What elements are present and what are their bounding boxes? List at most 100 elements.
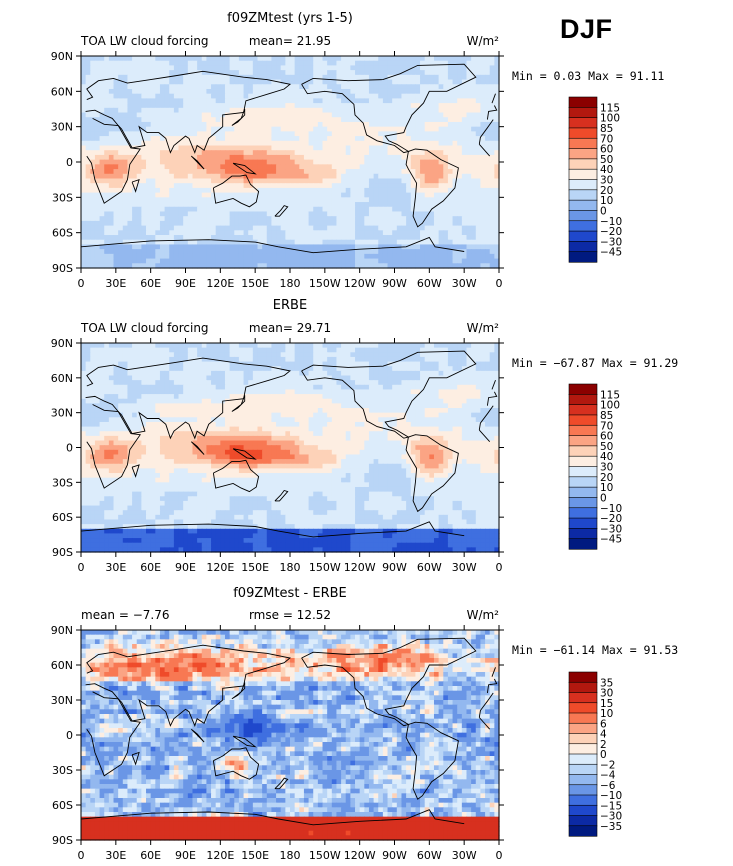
field-cell bbox=[475, 225, 482, 231]
field-cell bbox=[359, 88, 365, 95]
field-cell bbox=[382, 79, 389, 85]
field-cell bbox=[443, 263, 449, 269]
field-cell bbox=[433, 370, 440, 377]
field-cell bbox=[336, 187, 342, 194]
legend-box bbox=[568, 137, 598, 150]
field-cell bbox=[206, 84, 212, 90]
field-cell bbox=[299, 112, 305, 118]
field-cell bbox=[466, 258, 472, 264]
field-cell bbox=[169, 361, 175, 367]
field-cell bbox=[471, 211, 477, 217]
field-cell bbox=[127, 159, 133, 165]
field-cell bbox=[238, 136, 245, 142]
field-cell bbox=[308, 366, 314, 372]
field-cell bbox=[173, 206, 180, 213]
field-cell bbox=[443, 107, 449, 114]
field-cell bbox=[424, 216, 430, 222]
field-cell bbox=[364, 65, 370, 71]
field-cell bbox=[401, 230, 407, 236]
field-cell bbox=[303, 60, 310, 67]
field-cell bbox=[294, 88, 300, 95]
field-cell bbox=[183, 84, 189, 90]
field-cell bbox=[303, 121, 310, 128]
field-cell bbox=[94, 60, 101, 67]
field-cell bbox=[215, 131, 221, 137]
field-cell bbox=[345, 235, 351, 241]
field-cell bbox=[127, 74, 133, 81]
field-cell bbox=[480, 347, 486, 353]
field-cell bbox=[113, 216, 119, 222]
field-cell bbox=[392, 380, 398, 386]
field-cell bbox=[183, 230, 189, 236]
field-cell bbox=[382, 347, 389, 353]
field-cell bbox=[355, 112, 361, 118]
field-cell bbox=[368, 197, 375, 203]
field-cell bbox=[104, 112, 110, 118]
field-cell bbox=[457, 79, 463, 85]
field-cell bbox=[480, 356, 486, 363]
field-cell bbox=[475, 211, 482, 217]
field-cell bbox=[392, 136, 398, 142]
legend-label: 50 bbox=[600, 154, 613, 166]
field-cell bbox=[280, 230, 286, 236]
field-cell bbox=[308, 107, 314, 114]
field-cell bbox=[355, 361, 361, 367]
field-cell bbox=[480, 169, 486, 175]
field-cell bbox=[447, 235, 454, 241]
field-cell bbox=[206, 244, 212, 250]
field-cell bbox=[183, 150, 189, 156]
field-cell bbox=[438, 370, 444, 377]
field-cell bbox=[443, 352, 449, 358]
field-cell bbox=[234, 93, 240, 99]
field-cell bbox=[373, 121, 379, 128]
field-cell bbox=[308, 79, 314, 85]
field-cell bbox=[90, 230, 96, 236]
field-cell bbox=[234, 216, 240, 222]
field-cell bbox=[132, 117, 138, 123]
field-cell bbox=[471, 356, 477, 363]
field-cell bbox=[178, 126, 184, 132]
field-cell bbox=[215, 93, 221, 99]
field-cell bbox=[480, 126, 486, 132]
field-cell bbox=[150, 136, 156, 142]
field-cell bbox=[234, 70, 240, 76]
field-cell bbox=[146, 131, 152, 137]
field-cell bbox=[387, 56, 393, 62]
field-cell bbox=[378, 258, 384, 264]
field-cell bbox=[206, 216, 212, 222]
field-cell bbox=[136, 225, 142, 231]
field-cell bbox=[178, 136, 184, 142]
field-cell bbox=[146, 187, 152, 194]
field-cell bbox=[136, 366, 142, 372]
field-cell bbox=[336, 244, 342, 250]
field-cell bbox=[252, 79, 259, 85]
field-cell bbox=[266, 121, 273, 128]
field-cell bbox=[350, 88, 356, 95]
field-cell bbox=[475, 98, 482, 104]
field-cell bbox=[155, 239, 161, 246]
field-cell bbox=[234, 380, 240, 386]
field-cell bbox=[420, 343, 426, 349]
field-cell bbox=[480, 343, 486, 349]
field-cell bbox=[410, 225, 416, 231]
field-cell bbox=[159, 216, 166, 222]
field-cell bbox=[99, 197, 105, 203]
field-cell bbox=[94, 244, 101, 250]
field-cell bbox=[466, 202, 472, 208]
field-cell bbox=[271, 375, 277, 381]
field-cell bbox=[299, 84, 305, 90]
field-cell bbox=[424, 197, 430, 203]
field-cell bbox=[466, 361, 472, 367]
field-cell bbox=[192, 249, 198, 255]
field-cell bbox=[313, 88, 319, 95]
field-cell bbox=[457, 197, 463, 203]
field-cell bbox=[410, 140, 416, 147]
field-cell bbox=[489, 216, 495, 222]
field-cell bbox=[215, 56, 221, 62]
field-cell bbox=[94, 74, 101, 81]
field-cell bbox=[466, 79, 472, 85]
field-cell bbox=[452, 150, 458, 156]
field-cell bbox=[355, 347, 361, 353]
field-cell bbox=[415, 178, 421, 184]
field-cell bbox=[192, 225, 198, 231]
